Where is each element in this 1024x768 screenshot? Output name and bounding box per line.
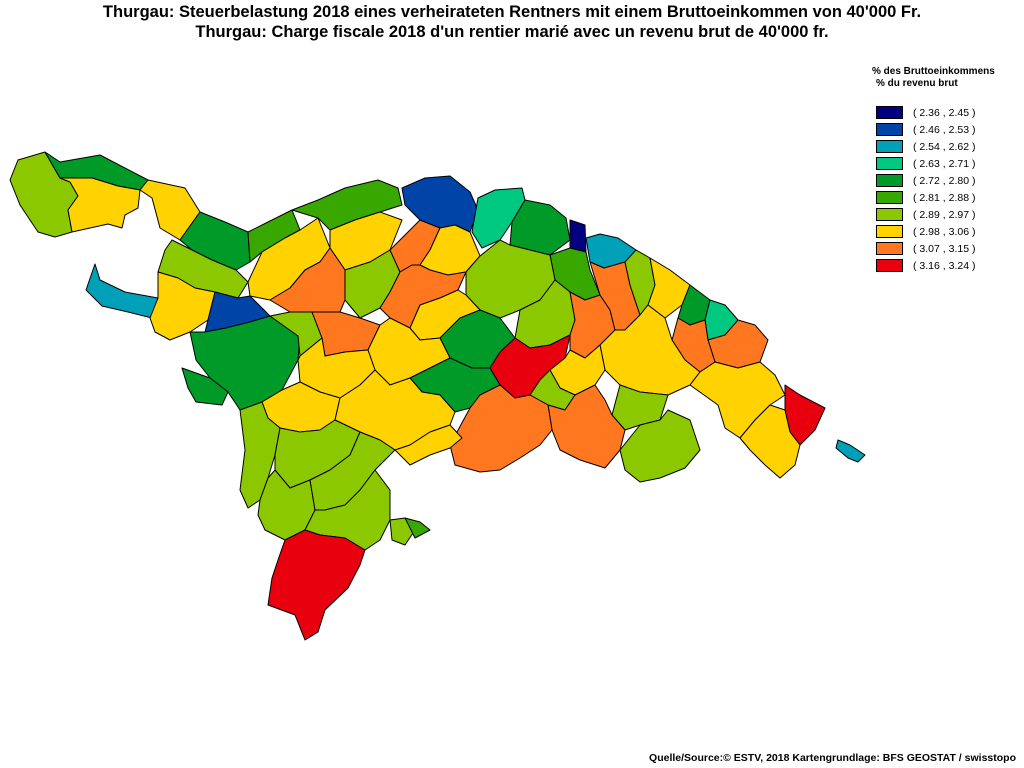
legend-range: ( 3.07 , 3.15 ) <box>913 242 976 255</box>
municipality <box>267 529 366 641</box>
municipality <box>647 257 691 319</box>
legend-range: ( 2.46 , 2.53 ) <box>913 123 976 136</box>
legend-swatch <box>876 106 903 119</box>
source-credit: Quelle/Source:© ESTV, 2018 Kartengrundla… <box>649 752 1016 764</box>
legend-range: ( 2.81 , 2.88 ) <box>913 191 976 204</box>
municipality <box>85 263 159 319</box>
municipality <box>291 179 403 231</box>
legend-item: ( 2.72 , 2.80 ) <box>876 172 1020 189</box>
legend-swatch <box>876 191 903 204</box>
legend-item: ( 2.46 , 2.53 ) <box>876 121 1020 138</box>
legend-swatch <box>876 174 903 187</box>
legend-item: ( 2.36 , 2.45 ) <box>876 104 1020 121</box>
municipality <box>739 404 801 479</box>
municipality <box>619 409 701 483</box>
legend-range: ( 2.98 , 3.06 ) <box>913 225 976 238</box>
municipality <box>181 367 229 406</box>
legend-swatch <box>876 123 903 136</box>
legend-item: ( 3.07 , 3.15 ) <box>876 240 1020 257</box>
municipality <box>569 219 587 253</box>
legend-heading-french: % du revenu brut <box>876 78 958 89</box>
municipality <box>394 424 463 466</box>
legend-swatch <box>876 208 903 221</box>
legend-swatch <box>876 242 903 255</box>
legend-range: ( 2.63 , 2.71 ) <box>913 157 976 170</box>
municipality <box>401 175 479 233</box>
legend-list: ( 2.36 , 2.45 ) ( 2.46 , 2.53 ) ( 2.54 ,… <box>876 104 1020 274</box>
legend-item: ( 2.89 , 2.97 ) <box>876 206 1020 223</box>
municipality <box>404 517 431 539</box>
legend-range: ( 3.16 , 3.24 ) <box>913 259 976 272</box>
legend-swatch <box>876 259 903 272</box>
municipality <box>547 384 626 469</box>
legend-item: ( 3.16 , 3.24 ) <box>876 257 1020 274</box>
title-french: Thurgau: Charge fiscale 2018 d'un rentie… <box>195 23 829 41</box>
title-german: Thurgau: Steuerbelastung 2018 eines verh… <box>102 3 922 21</box>
legend-range: ( 2.36 , 2.45 ) <box>913 106 976 119</box>
legend-swatch <box>876 157 903 170</box>
map-legend: % des Bruttoeinkommens % du revenu brut … <box>872 66 1020 274</box>
legend-item: ( 2.63 , 2.71 ) <box>876 155 1020 172</box>
legend-swatch <box>876 140 903 153</box>
municipality <box>449 384 553 473</box>
legend-range: ( 2.89 , 2.97 ) <box>913 208 976 221</box>
legend-item: ( 2.81 , 2.88 ) <box>876 189 1020 206</box>
legend-range: ( 2.54 , 2.62 ) <box>913 140 976 153</box>
municipality <box>835 439 866 463</box>
legend-heading-german: % des Bruttoeinkommens <box>872 66 995 77</box>
legend-item: ( 2.98 , 3.06 ) <box>876 223 1020 240</box>
legend-swatch <box>876 225 903 238</box>
legend-range: ( 2.72 , 2.80 ) <box>913 174 976 187</box>
legend-item: ( 2.54 , 2.62 ) <box>876 138 1020 155</box>
municipality <box>59 177 141 233</box>
